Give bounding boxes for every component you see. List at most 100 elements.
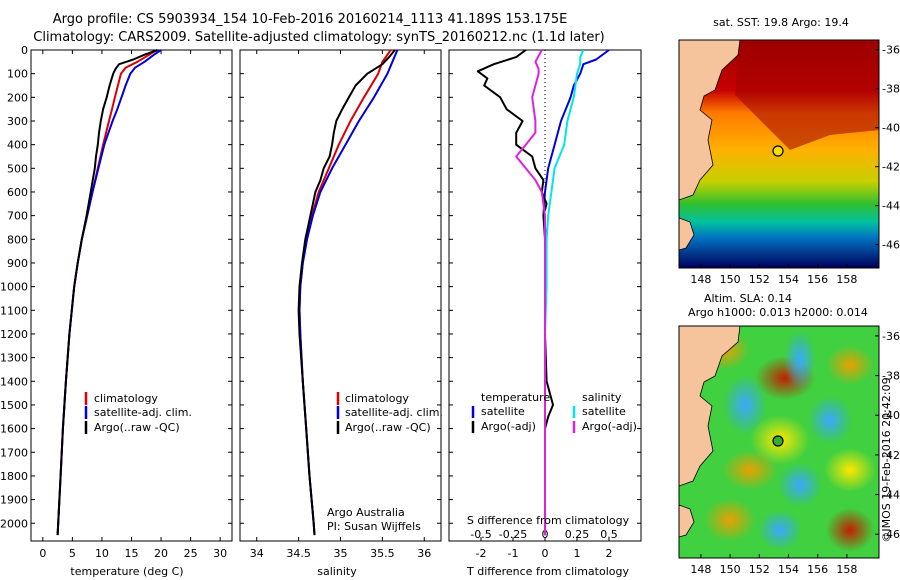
depth-tick-label: 2000 [0, 517, 28, 530]
difference-series-line [476, 49, 554, 536]
sla-blob [826, 508, 874, 552]
depth-tick-label: 1700 [0, 446, 28, 459]
depth-tick-label: 0 [21, 44, 28, 57]
map-y-tick-label: -46 [882, 528, 900, 541]
map-y-tick-label: -36 [882, 44, 900, 57]
depth-tick-label: 700 [7, 210, 28, 223]
salinity-series-line [298, 49, 392, 536]
sst-land [679, 40, 741, 201]
sst-map-ticks: 148 150 152 154 156 158 -36 -38 -40 -42 -44 -46 [690, 44, 900, 286]
salinity-plot-frame [239, 49, 442, 542]
map-x-tick-label: 152 [749, 563, 770, 576]
legend-label-argo: Argo(..raw -QC) [345, 421, 431, 434]
sst-map-title: sat. SST: 19.8 Argo: 19.4 [713, 16, 849, 29]
salinity-legend: climatology satellite-adj. clim. Argo(..… [327, 392, 443, 533]
sst-warm-core [735, 40, 879, 150]
salinity-xlabel: salinity [317, 565, 357, 578]
temperature-series-line [56, 49, 158, 536]
sla-land [679, 326, 741, 487]
depth-tick-label: 1500 [0, 399, 28, 412]
x-tick-label: 10 [95, 547, 109, 560]
sla-blob [808, 396, 852, 444]
sla-map: Altim. SLA: 0.14 Argo h1000: 0.013 h2000… [678, 292, 900, 576]
temperature-series-line [56, 49, 158, 536]
legend-label-argo: Argo(..raw -QC) [94, 421, 180, 434]
depth-tick-label: 1300 [0, 352, 28, 365]
x-tick-label-top: -0.25 [499, 528, 527, 541]
depth-tick-label: 200 [7, 91, 28, 104]
map-y-tick-label: -40 [882, 122, 900, 135]
x-tick-label: 0 [39, 547, 46, 560]
legend-label-satellite: satellite-adj. clim. [345, 406, 443, 419]
map-x-tick-label: 158 [836, 563, 857, 576]
x-tick-label: 36 [417, 547, 431, 560]
map-x-tick-label: 156 [807, 563, 828, 576]
sst-argo-marker [772, 145, 784, 157]
legend-label-temp-argo: Argo(-adj) [481, 420, 536, 433]
depth-tick-label: 600 [7, 186, 28, 199]
x-tick-label: 2 [606, 547, 613, 560]
map-x-tick-label: 152 [749, 273, 770, 286]
x-tick-label: 34 [250, 547, 264, 560]
sla-blob [784, 330, 816, 390]
depth-tick-label: 1800 [0, 470, 28, 483]
map-x-tick-label: 154 [778, 563, 799, 576]
sla-blob [778, 463, 822, 507]
map-y-tick-label: -44 [882, 200, 900, 213]
legend-label-sal-argo: Argo(-adj) [582, 420, 637, 433]
legend-label-satellite: satellite-adj. clim. [94, 406, 192, 419]
map-y-tick-label: -38 [882, 83, 900, 96]
sla-blob [826, 345, 874, 385]
x-tick-label: -2 [476, 547, 487, 560]
temperature-xlabel: temperature (deg C) [70, 565, 183, 578]
sla-blob [758, 510, 802, 550]
x-tick-label: 5 [69, 547, 76, 560]
difference-legend: temperature satellite Argo(-adj) salinit… [471, 391, 637, 433]
x-tick-label-top: 0.5 [600, 528, 618, 541]
legend-title-salinity: salinity [582, 391, 622, 404]
difference-series-line [544, 49, 585, 536]
depth-tick-label: 1600 [0, 423, 28, 436]
sla-map-frame [678, 325, 880, 559]
map-y-tick-label: -40 [882, 409, 900, 422]
map-y-tick-label: -38 [882, 370, 900, 383]
depth-tick-label: 800 [7, 233, 28, 246]
sst-map-frame [678, 39, 880, 269]
x-tick-label: 30 [213, 547, 227, 560]
annotation-pi: PI: Susan Wijffels [327, 520, 421, 533]
x-tick-label: 1 [574, 547, 581, 560]
sla-map-ticks: 148 150 152 154 156 158 -36 -38 -40 -42 -44 -46 [690, 330, 900, 576]
sla-map-title-1: Altim. SLA: 0.14 [704, 292, 792, 305]
x-tick-label: 15 [125, 547, 139, 560]
imos-credit: ©IMOS 19-Feb-2016 20:42:09 [880, 377, 893, 542]
sla-blob [722, 450, 778, 490]
sla-map-title-2: Argo h1000: 0.013 h2000: 0.014 [688, 306, 868, 319]
map-x-tick-label: 148 [690, 273, 711, 286]
map-x-tick-label: 148 [690, 563, 711, 576]
legend-title-temperature: temperature [481, 391, 550, 404]
map-x-tick-label: 156 [807, 273, 828, 286]
difference-series-line [542, 49, 610, 536]
depth-tick-label: 400 [7, 139, 28, 152]
annotation-argo-australia: Argo Australia [327, 506, 405, 519]
salinity-series-line [298, 49, 399, 536]
sla-blob [723, 375, 767, 435]
temperature-legend: climatology satellite-adj. clim. Argo(..… [84, 392, 192, 434]
x-tick-label: 35 [334, 547, 348, 560]
depth-tick-label: 300 [7, 115, 28, 128]
depth-tick-label: 100 [7, 68, 28, 81]
sst-land-tasmania [679, 217, 695, 251]
salinity-axis-ticks: 34 34.5 35 35.5 36 [240, 49, 441, 560]
x-tick-label-top: -0.5 [470, 528, 491, 541]
map-y-tick-label: -42 [882, 449, 900, 462]
depth-tick-label: 500 [7, 162, 28, 175]
map-y-tick-label: -36 [882, 330, 900, 343]
sla-land-tasmania [679, 504, 695, 538]
map-x-tick-label: 150 [720, 563, 741, 576]
map-x-tick-label: 150 [720, 273, 741, 286]
title-line-2: Climatology: CARS2009. Satellite-adjuste… [33, 30, 605, 45]
map-y-tick-label: -46 [882, 239, 900, 252]
map-x-tick-label: 158 [836, 273, 857, 286]
